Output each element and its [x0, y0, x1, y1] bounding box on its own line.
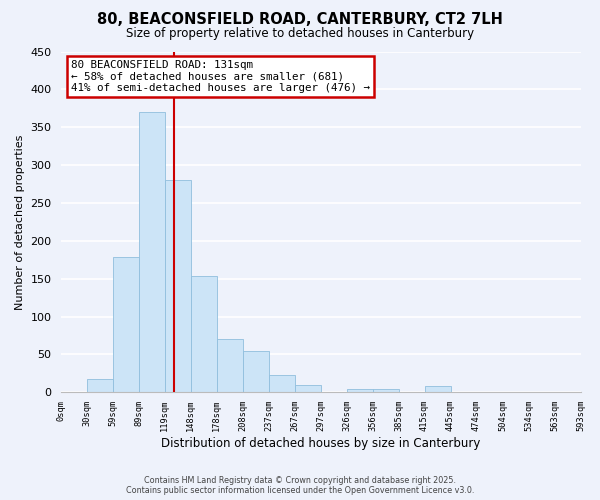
Bar [191, 276, 217, 392]
Bar [217, 340, 242, 392]
Bar [164, 180, 191, 392]
Bar [373, 388, 398, 392]
Y-axis label: Number of detached properties: Number of detached properties [15, 134, 25, 310]
Bar [295, 386, 320, 392]
Text: 80, BEACONSFIELD ROAD, CANTERBURY, CT2 7LH: 80, BEACONSFIELD ROAD, CANTERBURY, CT2 7… [97, 12, 503, 28]
Text: Size of property relative to detached houses in Canterbury: Size of property relative to detached ho… [126, 28, 474, 40]
Bar [269, 375, 295, 392]
Text: Contains HM Land Registry data © Crown copyright and database right 2025.
Contai: Contains HM Land Registry data © Crown c… [126, 476, 474, 495]
Bar [86, 378, 113, 392]
Bar [242, 350, 269, 393]
X-axis label: Distribution of detached houses by size in Canterbury: Distribution of detached houses by size … [161, 437, 480, 450]
Bar [113, 258, 139, 392]
Text: 80 BEACONSFIELD ROAD: 131sqm
← 58% of detached houses are smaller (681)
41% of s: 80 BEACONSFIELD ROAD: 131sqm ← 58% of de… [71, 60, 370, 93]
Bar [347, 388, 373, 392]
Bar [425, 386, 451, 392]
Bar [139, 112, 164, 392]
